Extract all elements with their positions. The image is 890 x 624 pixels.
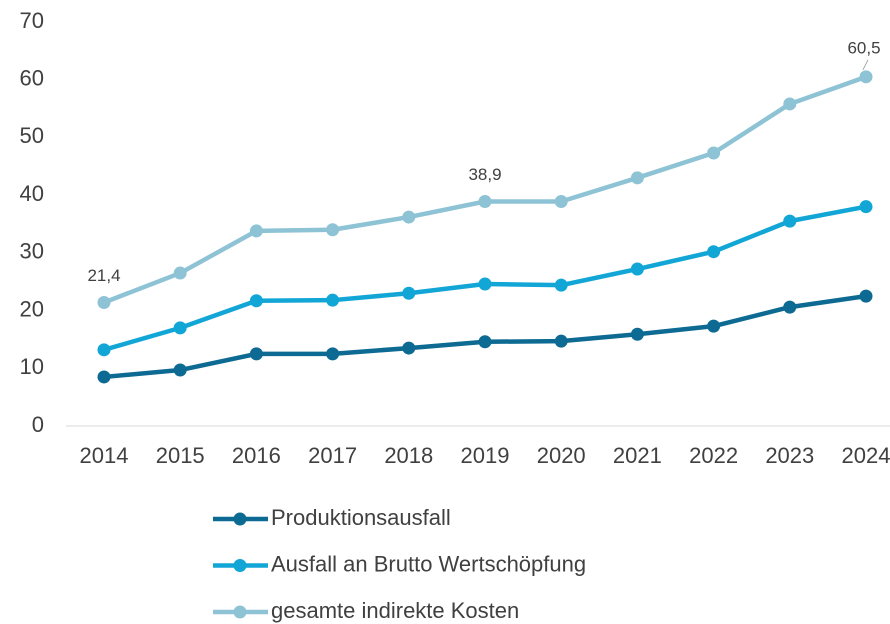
data-point [173,266,187,280]
y-tick-label: 0 [32,412,44,437]
x-tick-label: 2017 [308,443,357,468]
data-point [97,370,111,384]
data-point [478,335,492,349]
x-tick-label: 2021 [613,443,662,468]
legend-label: gesamte indirekte Kosten [271,598,519,623]
x-tick-label: 2014 [80,443,129,468]
data-point [97,295,111,309]
data-point [783,214,797,228]
data-point [707,245,721,259]
data-point [249,347,263,361]
leader-line [862,59,869,71]
data-point [859,70,873,84]
x-tick-label: 2018 [384,443,433,468]
x-tick-label: 2019 [461,443,510,468]
legend-marker [233,512,247,526]
data-point [783,300,797,314]
legend-marker [233,605,247,619]
data-point [173,321,187,335]
y-tick-label: 20 [20,296,44,321]
data-point [783,97,797,111]
data-point [707,319,721,333]
series-line [103,74,867,305]
data-point [249,224,263,238]
x-tick-label: 2020 [537,443,586,468]
data-point [402,210,416,224]
data-point [859,289,873,303]
x-tick-label: 2016 [232,443,281,468]
legend-marker [233,559,247,572]
data-point [326,347,340,361]
data-point [326,293,340,307]
data-label: 60,5 [847,38,880,57]
data-point [859,200,873,214]
y-tick-label: 10 [20,354,44,379]
x-tick-label: 2024 [842,443,890,468]
data-point [402,286,416,300]
data-point [97,343,111,357]
data-point [478,194,492,208]
legend-label: Ausfall an Brutto Wertschöpfung [271,551,586,576]
y-tick-label: 30 [20,239,44,264]
data-point [554,278,568,292]
x-tick-label: 2023 [765,443,814,468]
data-point [173,363,187,377]
data-label: 38,9 [468,165,501,184]
data-point [326,223,340,237]
data-point [478,277,492,291]
data-label: 21,4 [87,266,120,285]
data-point [554,194,568,208]
data-point [630,327,644,341]
y-tick-label: 70 [20,8,44,33]
x-tick-label: 2022 [689,443,738,468]
data-point [707,146,721,160]
data-point [630,171,644,185]
legend-label: Produktionsausfall [271,505,451,530]
y-tick-label: 60 [20,66,44,91]
x-tick-label: 2015 [156,443,205,468]
data-point [249,294,263,308]
data-point [402,341,416,355]
data-point [554,334,568,348]
y-tick-label: 50 [20,123,44,148]
y-tick-label: 40 [20,181,44,206]
data-point [630,262,644,276]
